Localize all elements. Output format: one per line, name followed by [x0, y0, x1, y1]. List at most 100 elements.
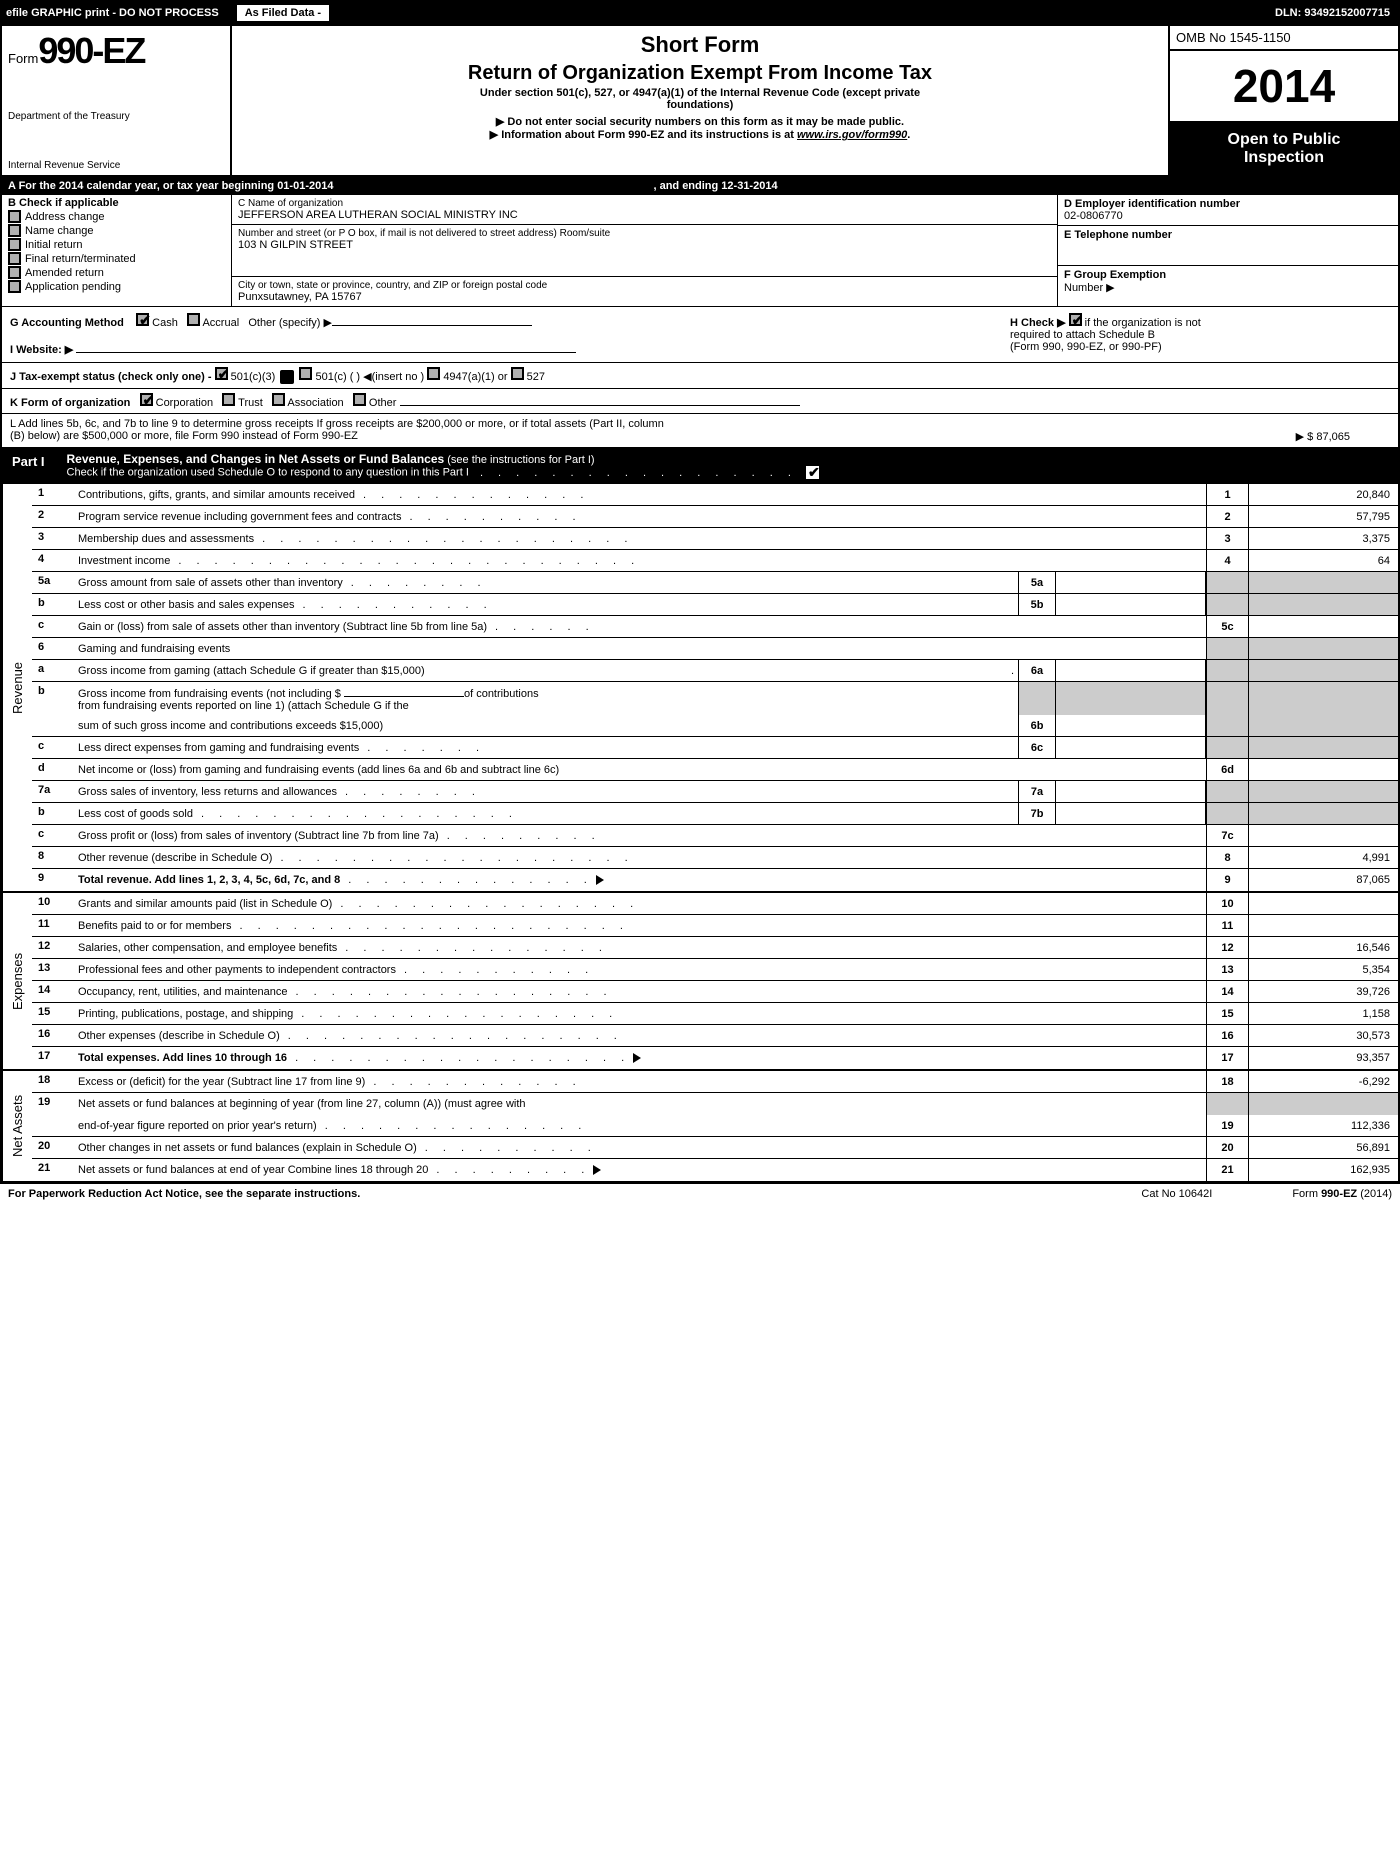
line-6c: c Less direct expenses from gaming and f… [32, 737, 1398, 759]
org-name-label: C Name of organization [238, 198, 1051, 209]
line-15: 15 Printing, publications, postage, and … [32, 1003, 1398, 1025]
line-1: 1 Contributions, gifts, grants, and simi… [32, 484, 1398, 506]
expenses-body: 10 Grants and similar amounts paid (list… [32, 893, 1398, 1069]
dln-text: DLN: 93492152007715 [1275, 7, 1400, 19]
checkbox-schedule-o-icon[interactable] [806, 466, 819, 479]
col-b-header: B Check if applicable [8, 197, 225, 209]
form-header: Form990-EZ Department of the Treasury In… [0, 26, 1400, 177]
k-assoc: Association [287, 397, 343, 409]
part1-sub: Check if the organization used Schedule … [67, 467, 469, 479]
open-public: Open to Public Inspection [1170, 123, 1398, 175]
line-g: G Accounting Method Cash Accrual Other (… [10, 313, 990, 356]
footer: For Paperwork Reduction Act Notice, see … [0, 1183, 1400, 1204]
checkbox-corp-icon[interactable] [140, 393, 153, 406]
checkbox-accrual-icon[interactable] [187, 313, 200, 326]
short-form-title: Short Form [244, 32, 1156, 58]
dots: . . . . . . . . . . . . . . . . . . [480, 467, 797, 479]
open-public-1: Open to Public [1174, 131, 1394, 149]
top-bar: efile GRAPHIC print - DO NOT PROCESS As … [0, 0, 1400, 26]
checkbox-cash-icon[interactable] [136, 313, 149, 326]
cb-address: Address change [8, 210, 225, 223]
checkbox-other-icon[interactable] [353, 393, 366, 406]
checkbox-4947-icon[interactable] [427, 367, 440, 380]
cb-final: Final return/terminated [8, 252, 225, 265]
omb-number: OMB No 1545-1150 [1170, 26, 1398, 51]
col-c: C Name of organization JEFFERSON AREA LU… [232, 195, 1058, 306]
line-l: L Add lines 5b, 6c, and 7b to line 9 to … [2, 413, 1398, 447]
street-block: Number and street (or P O box, if mail i… [232, 225, 1057, 277]
checkbox-assoc-icon[interactable] [272, 393, 285, 406]
foundations: foundations) [244, 99, 1156, 111]
row-a-ending: , and ending 12-31-2014 [653, 180, 777, 192]
line-6: 6 Gaming and fundraising events [32, 638, 1398, 660]
gh-row: G Accounting Method Cash Accrual Other (… [2, 306, 1398, 362]
h-text1: H Check ▶ [1010, 317, 1066, 329]
group-exempt-label2: Number ▶ [1064, 282, 1115, 294]
cb-amended: Amended return [8, 266, 225, 279]
line-13: 13 Professional fees and other payments … [32, 959, 1398, 981]
line-6d: d Net income or (loss) from gaming and f… [32, 759, 1398, 781]
line-9: 9 Total revenue. Add lines 1, 2, 3, 4, 5… [32, 869, 1398, 891]
checkbox-h-icon[interactable] [1069, 313, 1082, 326]
checkbox-icon[interactable] [8, 266, 21, 279]
j-opt4: 527 [527, 371, 545, 383]
j-label: J Tax-exempt status (check only one) - [10, 371, 212, 383]
l-text1: L Add lines 5b, 6c, and 7b to line 9 to … [10, 418, 1390, 430]
irs-link[interactable]: www.irs.gov/form990 [797, 129, 907, 141]
k-trust: Trust [238, 397, 263, 409]
line-18: 18 Excess or (deficit) for the year (Sub… [32, 1071, 1398, 1093]
form-reference: Form 990-EZ (2014) [1292, 1188, 1392, 1200]
arrow-icon [633, 1053, 641, 1063]
netassets-table: Net Assets 18 Excess or (deficit) for th… [0, 1071, 1400, 1183]
form-990ez-page: efile GRAPHIC print - DO NOT PROCESS As … [0, 0, 1400, 1204]
schedule-icon[interactable] [280, 370, 294, 384]
line-5c: c Gain or (loss) from sale of assets oth… [32, 616, 1398, 638]
city-value: Punxsutawney, PA 15767 [238, 291, 1051, 303]
city-label: City or town, state or province, country… [238, 280, 1051, 291]
cb-initial: Initial return [8, 238, 225, 251]
open-public-2: Inspection [1174, 149, 1394, 167]
under-section: Under section 501(c), 527, or 4947(a)(1)… [244, 87, 1156, 99]
revenue-body: 1 Contributions, gifts, grants, and simi… [32, 484, 1398, 891]
line-k: K Form of organization Corporation Trust… [2, 388, 1398, 413]
checkbox-icon[interactable] [8, 280, 21, 293]
notice-info: ▶ Information about Form 990-EZ and its … [244, 128, 1156, 141]
revenue-table: Revenue 1 Contributions, gifts, grants, … [0, 484, 1400, 893]
line-7c: c Gross profit or (loss) from sales of i… [32, 825, 1398, 847]
checkbox-527-icon[interactable] [511, 367, 524, 380]
header-center: Short Form Return of Organization Exempt… [232, 26, 1168, 175]
dept-treasury: Department of the Treasury [8, 111, 224, 122]
line-8: 8 Other revenue (describe in Schedule O)… [32, 847, 1398, 869]
cb-name: Name change [8, 224, 225, 237]
g-cash: Cash [152, 317, 178, 329]
phone-label: E Telephone number [1064, 229, 1392, 241]
header-left: Form990-EZ Department of the Treasury In… [2, 26, 232, 175]
group-exempt-block: F Group Exemption Number ▶ [1058, 266, 1398, 297]
checkbox-icon[interactable] [8, 224, 21, 237]
street-label: Number and street (or P O box, if mail i… [238, 228, 1051, 239]
checkbox-icon[interactable] [8, 210, 21, 223]
checkbox-501c3-icon[interactable] [215, 367, 228, 380]
ein-label: D Employer identification number [1064, 198, 1392, 210]
h-text2: if the organization is not [1085, 317, 1201, 329]
phone-block: E Telephone number [1058, 226, 1398, 266]
line-7b: b Less cost of goods sold. . . . . . . .… [32, 803, 1398, 825]
form-number: 990-EZ [38, 30, 144, 71]
h-text3: required to attach Schedule B [1010, 329, 1390, 341]
notice2-pre: ▶ Information about Form 990-EZ and its … [490, 129, 797, 141]
line-3: 3 Membership dues and assessments. . . .… [32, 528, 1398, 550]
netassets-side-label: Net Assets [2, 1071, 32, 1181]
checkbox-icon[interactable] [8, 238, 21, 251]
expenses-table: Expenses 10 Grants and similar amounts p… [0, 893, 1400, 1071]
checkbox-trust-icon[interactable] [222, 393, 235, 406]
tax-year: 2014 [1170, 51, 1398, 123]
checkbox-501c-icon[interactable] [299, 367, 312, 380]
return-title: Return of Organization Exempt From Incom… [244, 62, 1156, 85]
netassets-body: 18 Excess or (deficit) for the year (Sub… [32, 1071, 1398, 1181]
checkbox-icon[interactable] [8, 252, 21, 265]
k-blank [400, 394, 800, 406]
section-box: A For the 2014 calendar year, or tax yea… [0, 177, 1400, 449]
line-19-2: end-of-year figure reported on prior yea… [32, 1115, 1398, 1137]
bc-row: B Check if applicable Address change Nam… [2, 195, 1398, 306]
part1-label: Part I [2, 452, 55, 471]
